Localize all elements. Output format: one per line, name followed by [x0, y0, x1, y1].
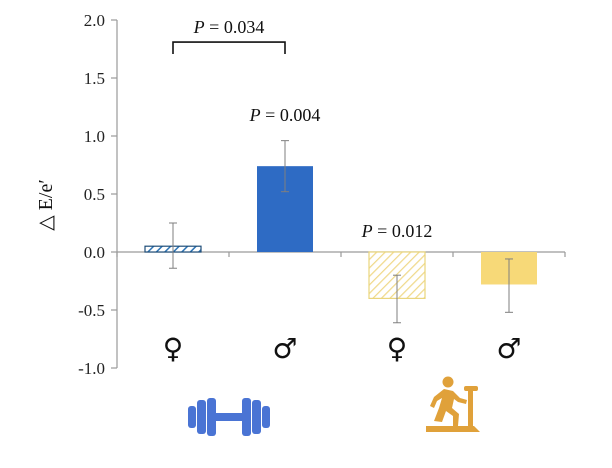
category-label-3: ♀ [387, 332, 408, 365]
y-tick-label: 1.5 [84, 69, 105, 88]
annotations: P = 0.034 P = 0.004 P = 0.012 [172, 17, 433, 241]
y-axis-label: △ E/e′ [35, 179, 57, 230]
error-bars [169, 140, 513, 324]
y-tick-label: 0.0 [84, 243, 105, 262]
y-tick-label: 0.5 [84, 185, 105, 204]
dumbbell-icon [188, 398, 270, 436]
p-value-label: P = 0.004 [249, 105, 321, 125]
y-tick-label: -1.0 [78, 359, 105, 378]
bars [144, 166, 537, 300]
y-tick-label: -0.5 [78, 301, 105, 320]
category-label-4: ♂ [496, 332, 521, 365]
x-category-labels: ♀ ♂ ♀ ♂ [163, 332, 522, 365]
category-label-2: ♂ [272, 332, 297, 365]
p-value-label: P = 0.034 [193, 17, 265, 37]
treadmill-runner-icon [426, 376, 480, 432]
y-axis: 2.0 1.5 1.0 0.5 0.0 -0.5 -1.0 [78, 11, 566, 378]
p-value-label: P = 0.012 [361, 221, 433, 241]
category-label-1: ♀ [163, 332, 184, 365]
significance-bracket [172, 41, 286, 55]
y-tick-label: 1.0 [84, 127, 105, 146]
y-tick-label: 2.0 [84, 11, 105, 30]
